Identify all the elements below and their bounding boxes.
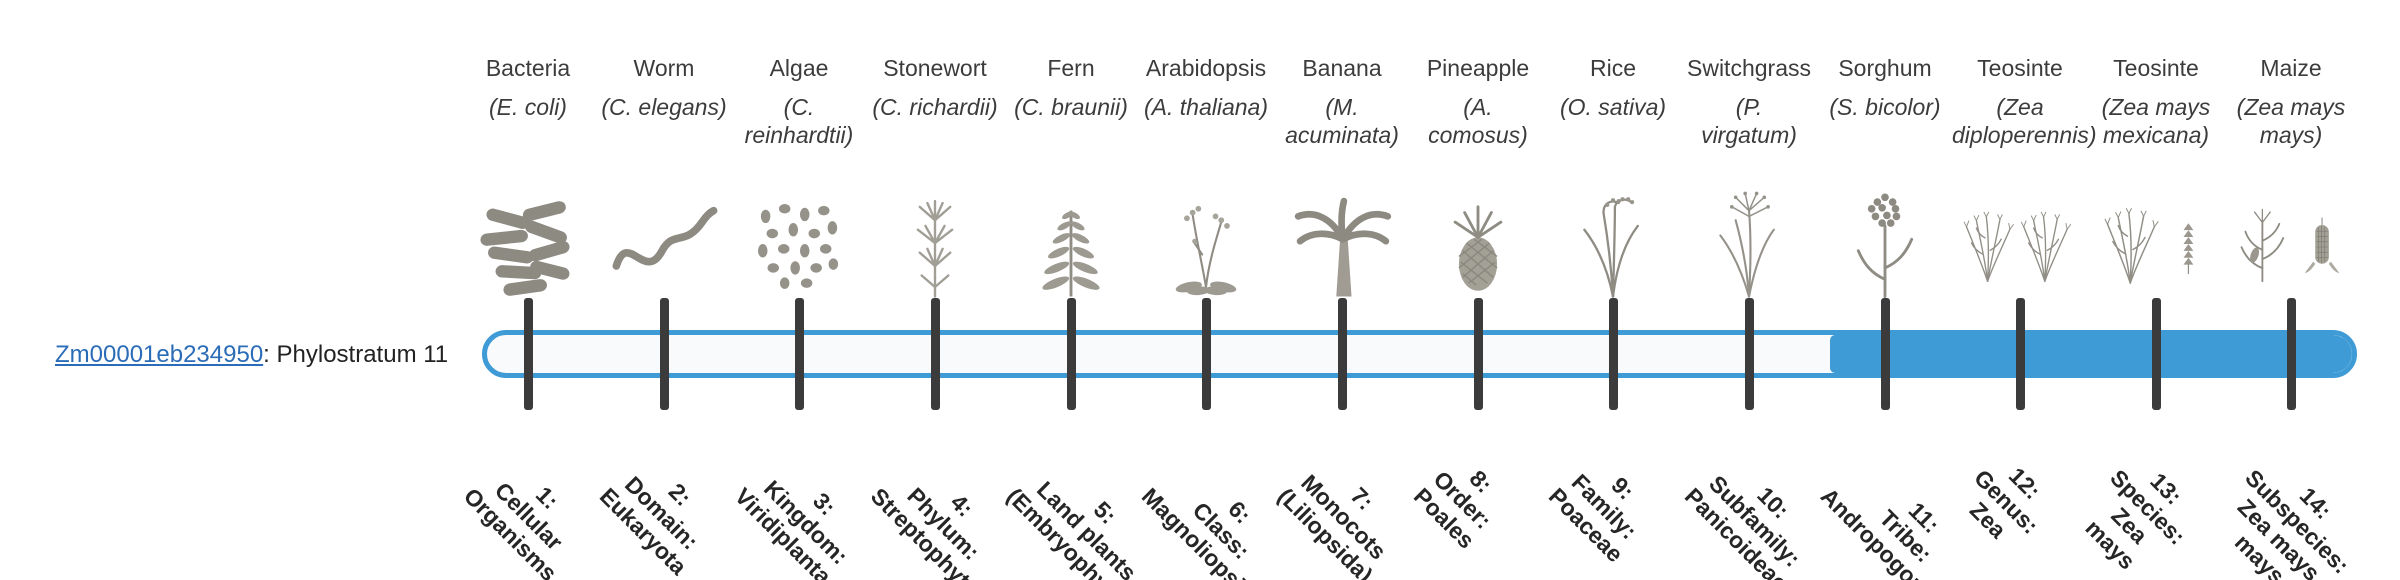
phylostratum-tick [1881, 298, 1890, 410]
organism-name: Fern [1047, 55, 1095, 81]
organism-species: (S. bicolor) [1829, 94, 1941, 121]
stratum-label: 14: Subspecies: Zea mays mays [2230, 464, 2355, 580]
phylostratum-text: : Phylostratum 11 [263, 341, 449, 368]
bacteria-icon [479, 199, 571, 297]
gene-label: Zm00001eb234950: Phylostratum 11 [55, 341, 448, 369]
phylostratum-tick [1338, 298, 1347, 410]
phylostratum-tick [931, 298, 940, 410]
sorghum-icon [1856, 192, 1914, 298]
phylostratum-tick [2152, 298, 2161, 410]
organism-column: Rice (O. sativa) [1545, 55, 1681, 307]
organism-name: Bacteria [485, 55, 571, 81]
organism-species: (M. acuminata) [1285, 94, 1399, 149]
organism-name: Teosinte [2113, 55, 2199, 81]
phylostratum-tick [2287, 298, 2296, 410]
organism-column: Maize (Zea mays mays) [2223, 55, 2359, 307]
organism-column: Banana (M. acuminata) [1274, 55, 1410, 307]
organism-name: Sorghum [1838, 55, 1932, 81]
phylostratum-tick [1745, 298, 1754, 410]
organism-name: Arabidopsis [1145, 55, 1267, 81]
organism-column: Switchgrass (P. virgatum) [1681, 55, 1817, 307]
phylostratum-tick [524, 298, 533, 410]
stratum-label: 8: Order: Poales [1408, 464, 1498, 554]
organism-name: Maize [2260, 55, 2322, 81]
phylostratum-tick [795, 298, 804, 410]
organism-species: (E. coli) [489, 94, 567, 121]
organism-name: Worm [633, 55, 695, 81]
fern-icon [1039, 208, 1103, 298]
phylostratum-tick [660, 298, 669, 410]
phylostratum-tick [1609, 298, 1618, 410]
organism-species: (C. richardii) [872, 94, 998, 121]
organism-species: (P. virgatum) [1701, 94, 1797, 149]
organism-name: Rice [1589, 55, 1636, 81]
banana-icon [1280, 183, 1404, 307]
teosinte-icon [1963, 210, 2072, 283]
arabidopsis-icon [1173, 204, 1239, 297]
maize-icon [2240, 208, 2341, 283]
organism-species: (C. reinhardtii) [744, 94, 854, 149]
organism-column: Worm (C. elegans) [596, 55, 732, 307]
organism-species: (Zea diploperennis) [1952, 94, 2097, 149]
organism-name: Algae [769, 55, 829, 81]
organism-species: (C. braunii) [1014, 94, 1128, 121]
algae-icon [757, 203, 839, 289]
organism-column: Teosinte (Zea diploperennis) [1952, 55, 2097, 307]
phylostratum-tick [1202, 298, 1211, 410]
gene-id-link[interactable]: Zm00001eb234950 [55, 341, 264, 368]
organism-name: Stonewort [883, 55, 987, 81]
phylostratum-tick [1067, 298, 1076, 410]
phylostratum-tick [2016, 298, 2025, 410]
rice-icon [1583, 195, 1639, 298]
pineapple-icon [1453, 205, 1503, 293]
organism-column: Arabidopsis (A. thaliana) [1138, 55, 1274, 307]
organism-column: Fern (C. braunii) [1003, 55, 1139, 307]
organism-column: Stonewort (C. richardii) [867, 55, 1003, 307]
organism-name: Banana [1302, 55, 1382, 81]
organism-column: Teosinte (Zea mays mexicana) [2088, 55, 2224, 307]
phylostratum-fill [1830, 335, 2352, 373]
organism-species: (Zea mays mexicana) [2101, 94, 2211, 149]
phylostratum-track [482, 330, 2357, 378]
organism-species: (A. thaliana) [1143, 94, 1268, 121]
teosinte-ear-icon [2103, 207, 2195, 284]
organism-column: Pineapple (A. comosus) [1410, 55, 1546, 307]
worm-icon [602, 183, 726, 307]
organism-column: Bacteria (E. coli) [460, 55, 596, 307]
organism-species: (Zea mays mays) [2236, 94, 2346, 149]
phylostratum-tick [1474, 298, 1483, 410]
organism-species: (A. comosus) [1428, 94, 1528, 149]
organism-name: Teosinte [1977, 55, 2063, 81]
organism-name: Pineapple [1426, 55, 1530, 81]
organism-species: (O. sativa) [1559, 94, 1667, 121]
stonewort-icon [916, 199, 954, 298]
organism-column: Sorghum (S. bicolor) [1817, 55, 1953, 307]
organism-name: Switchgrass [1687, 55, 1811, 81]
organism-species: (C. elegans) [601, 94, 727, 121]
switchgrass-icon [1719, 190, 1775, 298]
organism-column: Algae (C. reinhardtii) [731, 55, 867, 307]
